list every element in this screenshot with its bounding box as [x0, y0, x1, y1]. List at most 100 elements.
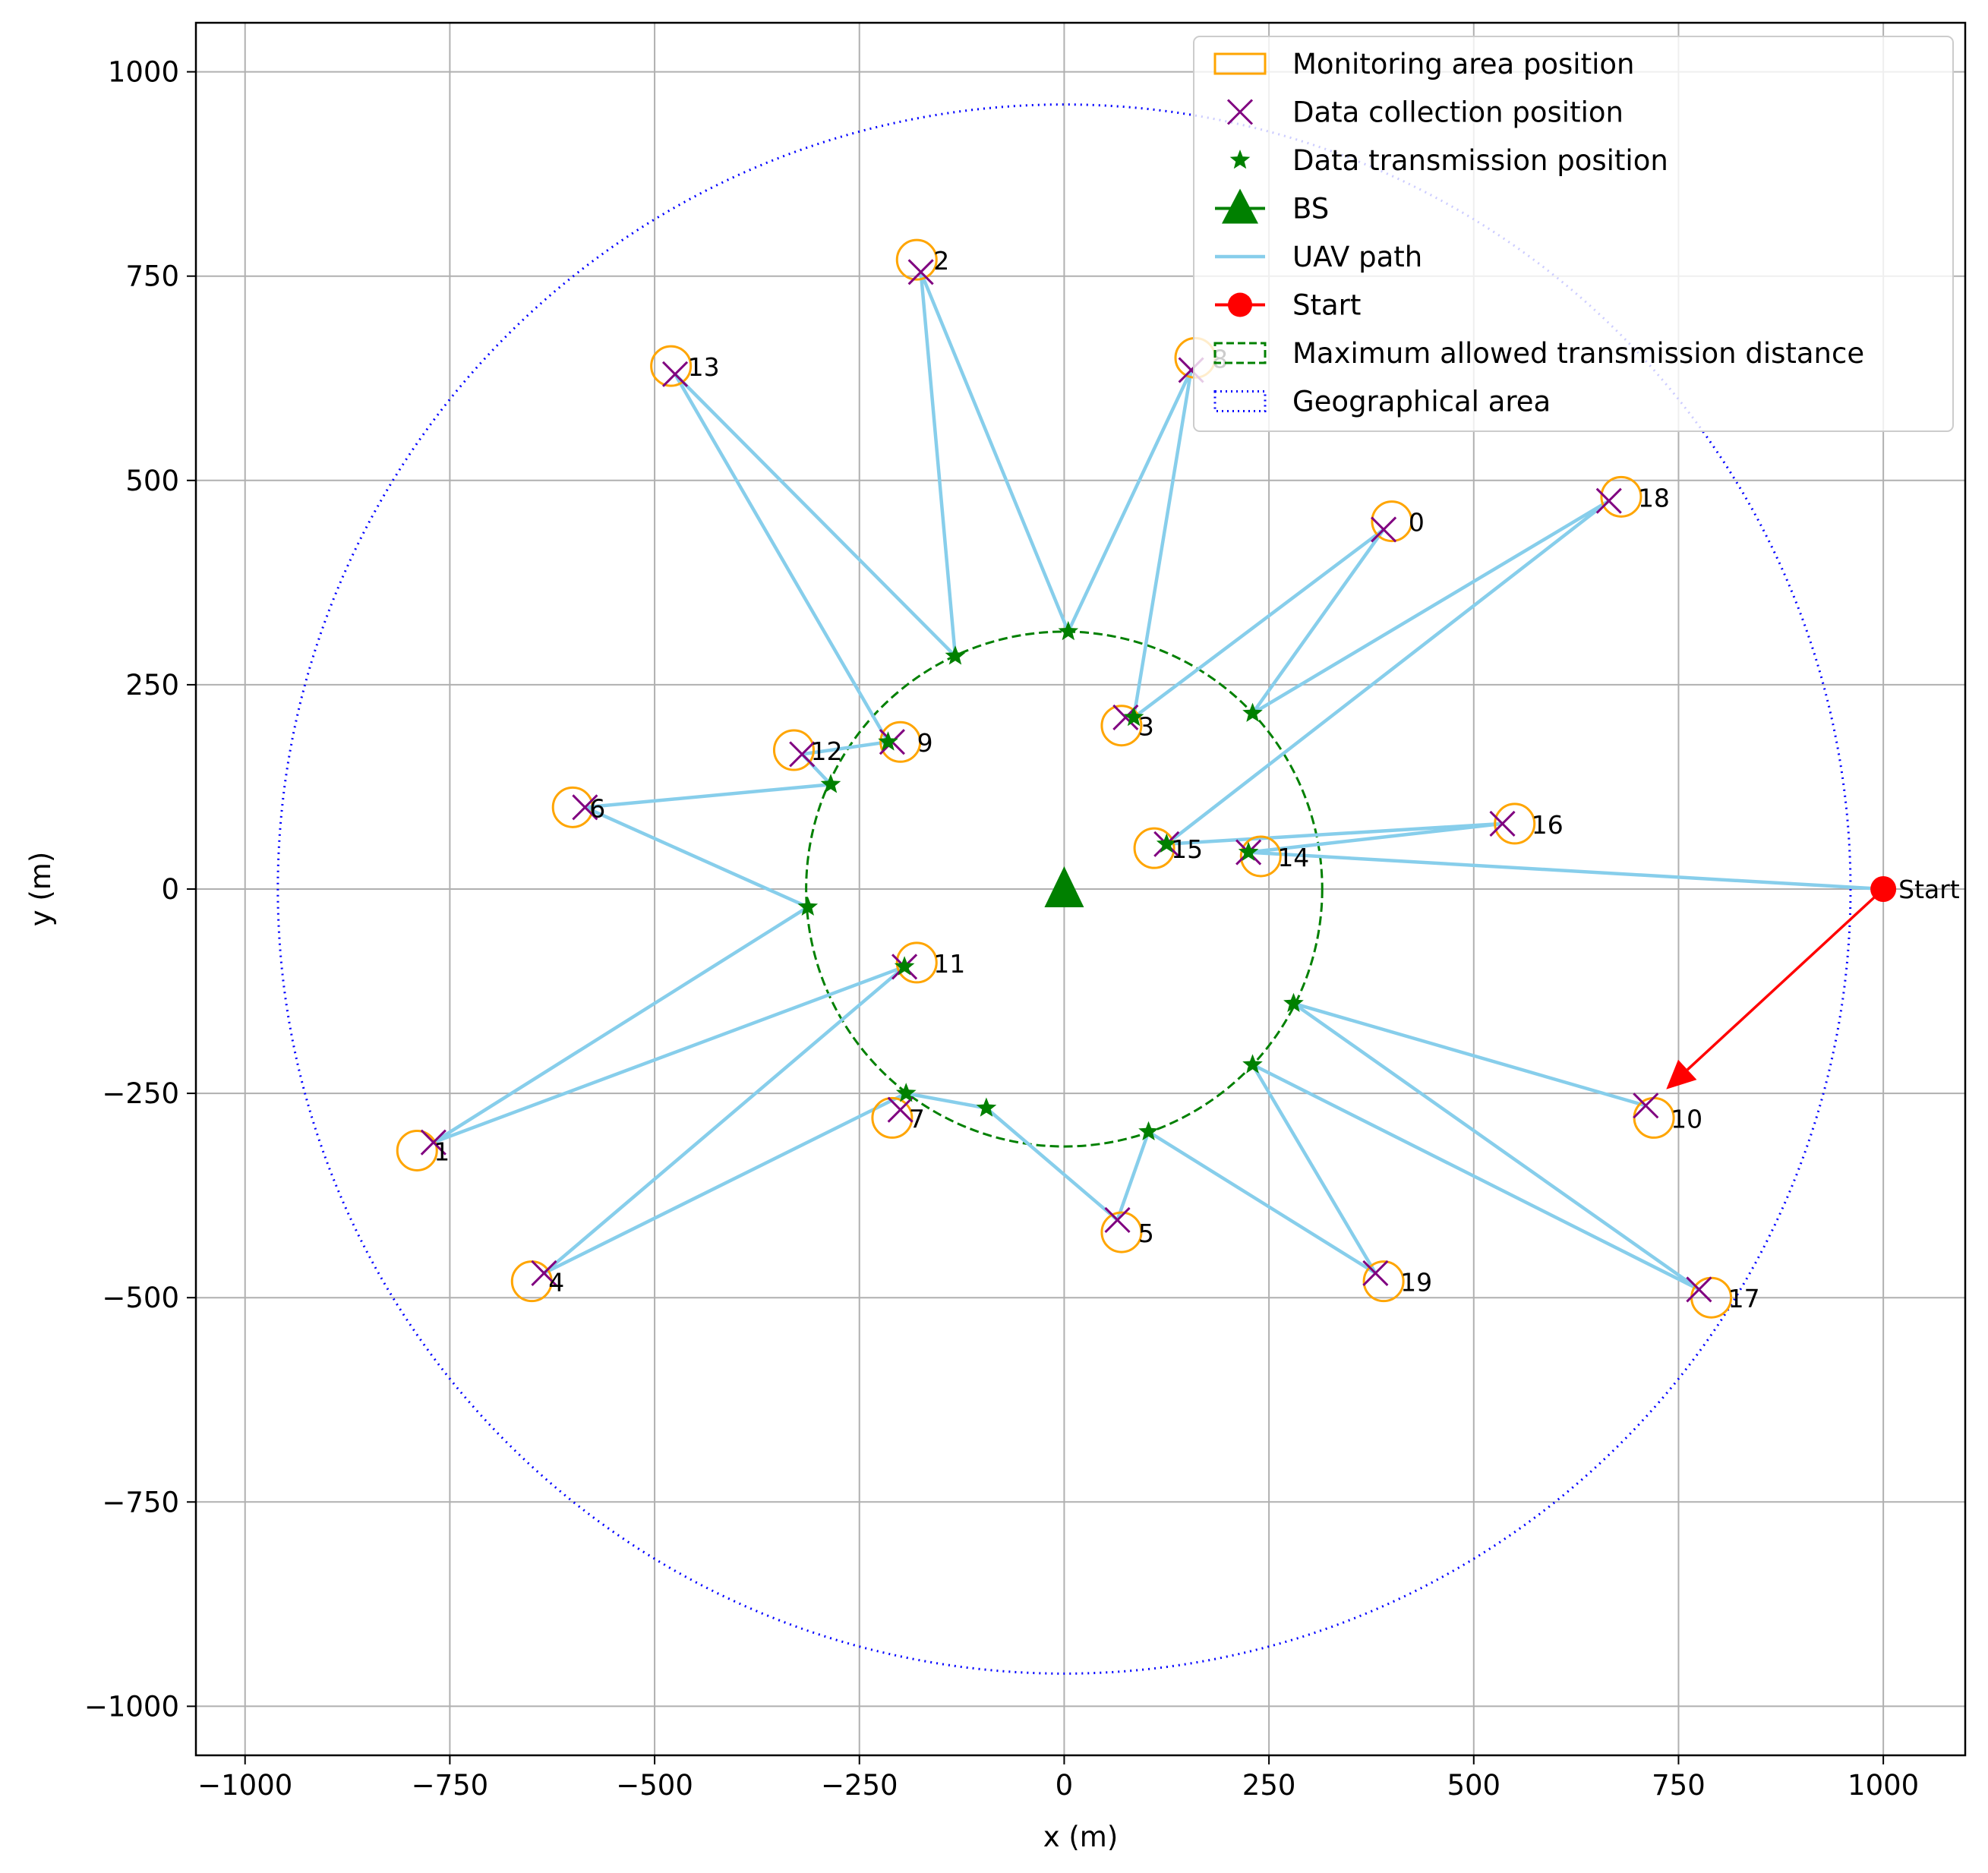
- area-label-19: 19: [1400, 1268, 1432, 1298]
- monitoring-area-marker-12: [772, 729, 815, 771]
- x-tick-label-3: −250: [821, 1769, 898, 1802]
- legend-label-monitoring: Monitoring area position: [1292, 48, 1634, 80]
- plot-area: 012345678910111213141516171819Start: [276, 103, 1960, 1675]
- transmission-marker-6: [1156, 833, 1177, 853]
- collection-marker-17: [1686, 1276, 1712, 1303]
- area-label-7: 7: [909, 1104, 925, 1134]
- legend-item-bs: BS: [1215, 188, 1329, 225]
- y-tick-label-3: −250: [102, 1077, 179, 1110]
- y-tick-label-8: 1000: [108, 56, 179, 89]
- area-label-14: 14: [1277, 843, 1309, 872]
- monitoring-area-marker-6: [551, 786, 594, 828]
- transmission-marker-13: [976, 1097, 997, 1117]
- monitoring-area-marker-15: [1133, 827, 1175, 869]
- area-label-15: 15: [1171, 834, 1203, 864]
- transmission-marker-2: [1242, 702, 1263, 722]
- collection-marker-1: [420, 1129, 447, 1156]
- area-label-6: 6: [589, 793, 605, 823]
- monitoring-area-marker-16: [1494, 802, 1536, 845]
- return-arrow-shaft: [1687, 888, 1885, 1071]
- legend-monitoring-swatch: [1213, 52, 1267, 75]
- legend-label-start: Start: [1292, 289, 1361, 322]
- y-tick-label-5: 250: [125, 669, 179, 702]
- transmission-marker-14: [1138, 1121, 1159, 1140]
- legend-bs-swatch: [1222, 188, 1258, 224]
- collection-marker-12: [789, 741, 816, 768]
- area-label-18: 18: [1638, 483, 1670, 512]
- y-tick-label-1: −750: [102, 1486, 179, 1518]
- y-tick-label-2: −500: [102, 1282, 179, 1314]
- area-label-11: 11: [933, 949, 965, 979]
- transmission-marker-11: [1242, 1054, 1263, 1074]
- area-label-13: 13: [688, 352, 720, 382]
- area-label-9: 9: [917, 728, 933, 758]
- collection-marker-16: [1489, 810, 1516, 837]
- legend-collection-swatch: [1226, 99, 1254, 125]
- legend-geo-area-swatch: [1213, 390, 1267, 412]
- legend-start-swatch: [1228, 292, 1252, 317]
- base-station-marker: [1044, 866, 1084, 907]
- geographical-area-circle: [276, 103, 1852, 1675]
- legend-label-max_distance: Maximum allowed transmission distance: [1292, 337, 1864, 370]
- max-transmission-distance-circle: [805, 630, 1324, 1148]
- legend: Monitoring area position Data collection …: [1193, 36, 1954, 432]
- x-tick-label-5: 250: [1242, 1769, 1296, 1802]
- collection-marker-6: [572, 794, 598, 821]
- transmission-marker-7: [1238, 841, 1259, 861]
- uav-path-line: [431, 270, 1884, 1291]
- monitoring-area-marker-3: [1100, 705, 1143, 747]
- transmission-marker-10: [1283, 992, 1304, 1012]
- transmission-marker-8: [797, 896, 819, 916]
- axis-ticks: −1000 −750 −500 −250 0 250 500 750 1000−1000−750…: [84, 56, 1919, 1802]
- area-label-1: 1: [434, 1137, 450, 1166]
- return-arrow-head: [1666, 1059, 1697, 1089]
- monitoring-area-marker-11: [895, 941, 938, 984]
- y-tick-label-4: 0: [161, 873, 179, 906]
- transmission-marker-3: [1123, 707, 1144, 727]
- legend-transmission-swatch: [1229, 150, 1251, 169]
- area-label-5: 5: [1138, 1219, 1154, 1248]
- collection-marker-7: [887, 1096, 914, 1123]
- legend-item-path: UAV path: [1215, 241, 1422, 273]
- legend-label-collection: Data collection position: [1292, 96, 1624, 129]
- transmission-marker-0: [1058, 620, 1079, 641]
- transmission-marker-5: [820, 774, 841, 793]
- area-label-2: 2: [933, 246, 949, 276]
- transmission-marker-12: [895, 1083, 917, 1102]
- legend-item-transmission: Data transmission position: [1229, 144, 1668, 177]
- monitoring-area-marker-2: [895, 238, 938, 281]
- x-tick-label-1: −750: [412, 1769, 489, 1802]
- monitoring-area-marker-14: [1239, 835, 1282, 878]
- legend-label-path: UAV path: [1292, 241, 1422, 273]
- legend-label-transmission: Data transmission position: [1292, 144, 1668, 177]
- start-marker: [1870, 876, 1897, 902]
- transmission-marker-9: [894, 956, 915, 976]
- monitoring-area-marker-5: [1100, 1211, 1143, 1253]
- monitoring-area-marker-1: [396, 1129, 438, 1171]
- area-label-12: 12: [810, 736, 842, 766]
- legend-box: [1193, 36, 1954, 432]
- legend-label-bs: BS: [1292, 193, 1329, 225]
- y-tick-label-0: −1000: [84, 1690, 179, 1723]
- x-tick-label-7: 750: [1652, 1769, 1706, 1802]
- legend-label-geo_area: Geographical area: [1292, 386, 1551, 418]
- x-axis-title: x (m): [1043, 1821, 1119, 1853]
- x-tick-label-6: 500: [1447, 1769, 1500, 1802]
- area-label-16: 16: [1532, 810, 1564, 840]
- monitoring-area-marker-9: [879, 721, 922, 763]
- legend-item-monitoring: Monitoring area position: [1213, 48, 1634, 80]
- legend-max-distance-swatch: [1213, 342, 1267, 364]
- start-label: Start: [1898, 875, 1960, 904]
- collection-marker-10: [1633, 1093, 1659, 1119]
- legend-item-collection: Data collection position: [1226, 96, 1624, 129]
- transmission-marker-4: [878, 731, 898, 751]
- collection-marker-0: [1371, 516, 1397, 543]
- legend-item-geo_area: Geographical area: [1213, 386, 1551, 418]
- monitoring-area-marker-18: [1600, 475, 1642, 518]
- area-label-10: 10: [1671, 1104, 1702, 1134]
- collection-marker-19: [1362, 1260, 1389, 1286]
- area-label-17: 17: [1728, 1284, 1760, 1313]
- collection-marker-18: [1595, 487, 1622, 514]
- x-tick-label-8: 1000: [1848, 1769, 1919, 1802]
